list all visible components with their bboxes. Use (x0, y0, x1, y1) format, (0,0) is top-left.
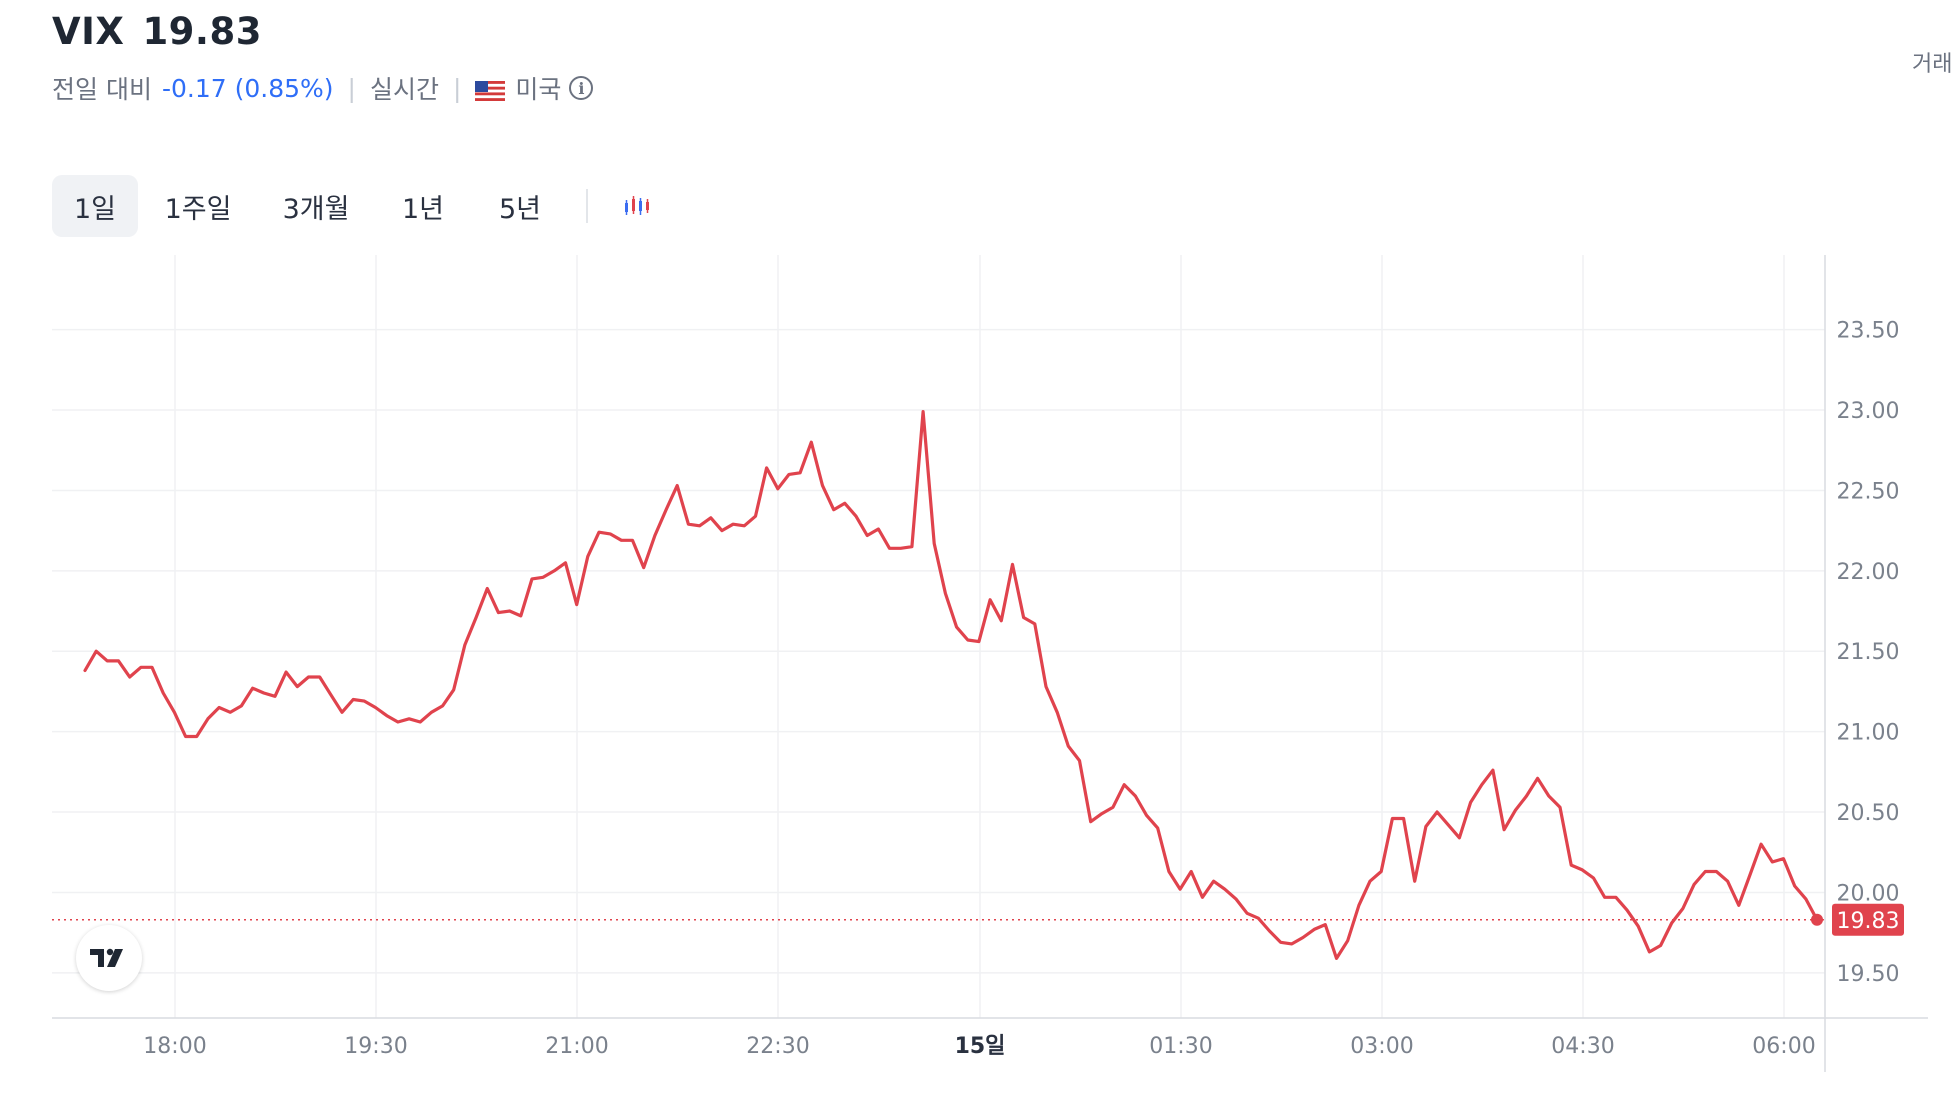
info-glyph: i (578, 78, 585, 98)
x-tick-label: 21:00 (545, 1034, 608, 1059)
x-tick-label: 04:30 (1551, 1034, 1614, 1059)
ticker-symbol: VIX (52, 10, 125, 53)
tab-5y[interactable]: 5년 (498, 193, 542, 225)
tabs-divider (586, 189, 588, 223)
y-tick-label: 21.50 (1837, 640, 1900, 665)
tab-1d[interactable]: 1일 (52, 175, 138, 237)
last-price-badge (1832, 903, 1904, 936)
x-tick-label: 01:30 (1149, 1034, 1212, 1059)
y-tick-label: 21.00 (1837, 721, 1900, 746)
divider: | (347, 73, 356, 103)
price-series-line[interactable] (83, 410, 1819, 961)
last-price-dot (1811, 913, 1823, 926)
tab-1y[interactable]: 1년 (401, 193, 445, 225)
period-tabs: 1일 1주일 3개월 1년 5년 (52, 174, 656, 238)
x-tick-label: 22:30 (746, 1034, 809, 1059)
trade-label: 거래 (1912, 52, 1953, 77)
x-tick-label: 06:00 (1752, 1034, 1815, 1059)
quote-subtitle: 전일 대비 -0.17 (0.85%) | 실시간 | 미국 i (52, 70, 594, 106)
y-tick-label: 20.50 (1837, 801, 1900, 826)
market-label: 미국 (515, 75, 562, 104)
change-label: 전일 대비 (52, 75, 152, 104)
tradingview-logo[interactable] (76, 925, 142, 991)
y-tick-label: 23.00 (1837, 399, 1900, 424)
x-tick-label: 15일 (955, 1034, 1006, 1059)
y-tick-label: 23.50 (1837, 319, 1900, 344)
last-price: 19.83 (142, 10, 262, 53)
tab-1w[interactable]: 1주일 (164, 193, 232, 225)
realtime-label: 실시간 (369, 75, 439, 104)
y-tick-label: 22.00 (1837, 560, 1900, 585)
us-flag-icon (475, 78, 506, 101)
quote-title: VIX 19.83 (52, 10, 262, 53)
x-tick-label: 19:30 (344, 1034, 407, 1059)
y-tick-label: 20.00 (1837, 881, 1900, 906)
last-price-label: 19.83 (1837, 909, 1900, 934)
y-tick-label: 22.50 (1837, 479, 1900, 504)
divider: | (452, 73, 462, 103)
change-value: -0.17 (0.85%) (161, 73, 334, 103)
tradingview-logo-icon (90, 948, 123, 967)
candlestick-chart-icon[interactable] (616, 186, 656, 226)
x-tick-label: 18:00 (143, 1034, 206, 1059)
info-icon[interactable]: i (569, 76, 594, 100)
x-tick-label: 03:00 (1350, 1034, 1413, 1059)
tab-3m[interactable]: 3개월 (282, 193, 350, 225)
y-tick-label: 19.50 (1837, 962, 1900, 987)
